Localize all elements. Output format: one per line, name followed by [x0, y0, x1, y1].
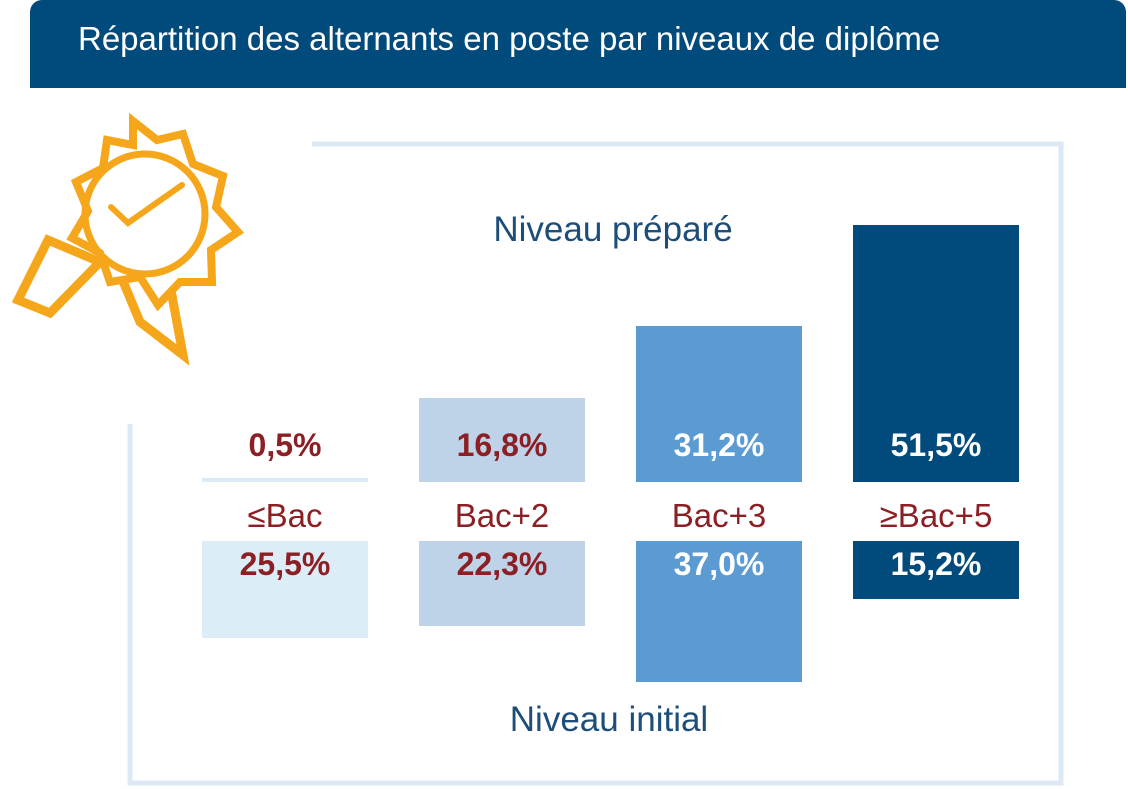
- value-label-prepare: 0,5%: [248, 427, 322, 463]
- series-label-prepare: Niveau préparé: [493, 210, 733, 249]
- value-label-prepare: 16,8%: [456, 427, 548, 463]
- bar-initial: [636, 541, 802, 682]
- category-label: ≤Bac: [247, 497, 323, 534]
- value-label-initial: 22,3%: [456, 546, 548, 582]
- separator-line: [202, 478, 368, 480]
- category-label: Bac+3: [671, 497, 767, 534]
- bar-initial: [202, 541, 368, 638]
- bar-prepare: [853, 224, 1019, 482]
- value-label-prepare: 51,5%: [890, 427, 982, 463]
- bar-prepare: [419, 398, 585, 482]
- header-banner: Répartition des alternants en poste par …: [30, 0, 1126, 88]
- page-title: Répartition des alternants en poste par …: [78, 20, 941, 57]
- series-label-initial: Niveau initial: [509, 700, 709, 739]
- value-label-prepare: 31,2%: [673, 427, 765, 463]
- award-badge-icon: [11, 112, 245, 366]
- bar-initial: [853, 541, 1019, 599]
- bar-prepare: [202, 479, 368, 482]
- value-label-initial: 37,0%: [673, 546, 765, 582]
- bar-prepare: [636, 326, 802, 482]
- category-label: Bac+2: [454, 497, 550, 534]
- bar-initial: [419, 541, 585, 626]
- value-label-initial: 15,2%: [890, 546, 982, 582]
- value-label-initial: 25,5%: [239, 546, 331, 582]
- category-label: ≥Bac+5: [879, 497, 993, 534]
